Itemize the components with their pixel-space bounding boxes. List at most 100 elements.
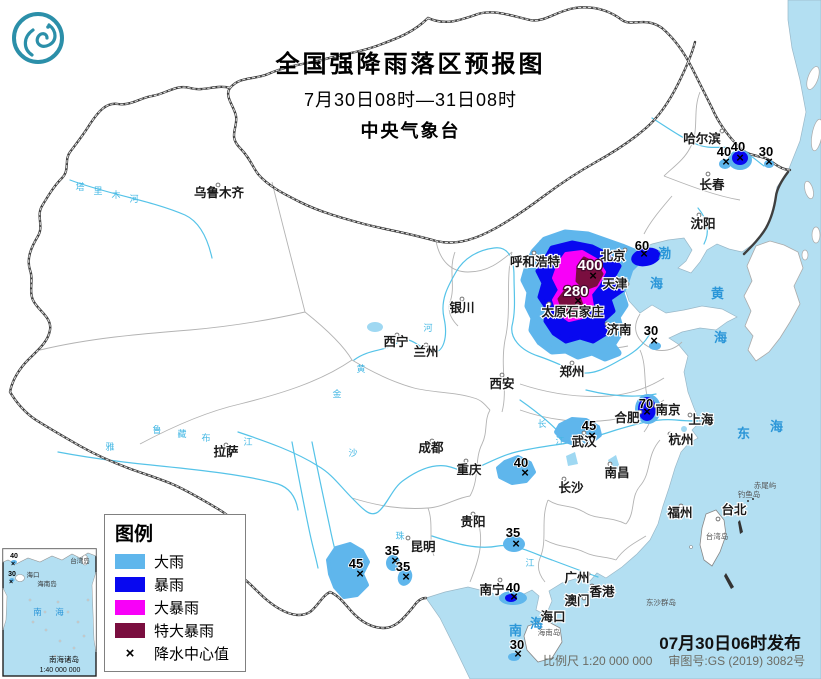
city-marker: [604, 321, 610, 327]
rain-storm-nanning: [505, 594, 517, 602]
rain-heavy-harbin-3: [764, 160, 774, 168]
river-label: 河: [129, 193, 138, 204]
city-label: 乌鲁木齐: [194, 185, 245, 200]
city-marker: [499, 372, 505, 378]
city-marker: [223, 442, 229, 448]
city-label: 昆明: [410, 539, 435, 554]
city-label: 南京: [655, 402, 681, 417]
rain-storm-harbin: [732, 151, 748, 165]
isle-label: 钓鱼岛: [738, 489, 761, 499]
city-marker: [719, 128, 725, 134]
river-label: 河: [423, 322, 432, 333]
city-label: 武汉: [571, 434, 597, 449]
city-marker: [687, 412, 693, 418]
rain-storm-nanjing: [638, 397, 656, 421]
rain-heavy-chongqing: [496, 455, 536, 485]
inset-in-city-label: 海南岛: [37, 579, 57, 588]
city-marker: [705, 171, 711, 177]
salween-river: [291, 441, 319, 569]
inset-west-coast: [2, 587, 8, 631]
rain-center-mark: ×: [736, 150, 744, 165]
rain-center-value: 60: [635, 238, 649, 253]
korea-peninsula: [743, 240, 804, 362]
rain-heavy-hainan: [508, 653, 520, 661]
river-label: 塔: [75, 181, 84, 192]
legend-item-center-value: × 降水中心值: [115, 644, 245, 663]
rain-center-mark: ×: [521, 465, 529, 480]
rain-center-symbol: ×: [125, 644, 135, 662]
city-marker: [678, 503, 684, 509]
city-marker: [653, 403, 659, 409]
cma-logo: [10, 10, 66, 71]
city-label: 拉萨: [213, 444, 239, 459]
penghu-island: [689, 545, 693, 549]
city-marker: [622, 247, 628, 253]
inset-rain-nanning: [11, 560, 17, 564]
rain-center-value: 30: [759, 144, 773, 159]
cma-logo-glyph: [12, 12, 64, 64]
city-label: 长沙: [558, 480, 584, 495]
city-marker: [569, 360, 575, 366]
river-label: 江: [525, 558, 534, 568]
legend-item-label: 大暴雨: [154, 599, 200, 617]
rain-center-mark: ×: [722, 154, 730, 169]
river-label: 沙: [348, 448, 357, 458]
rain-heavy-kunming-n: [386, 555, 400, 571]
city-marker: [715, 516, 721, 522]
rain-center-value: 400: [577, 257, 602, 274]
liao-river: [697, 207, 708, 245]
legend-swatch-severe_rainstorm: [115, 599, 145, 615]
rain-center-mark: ×: [588, 428, 596, 443]
map-info-line: 比例尺 1:20 000 000 审图号:GS (2019) 3082号: [543, 652, 815, 669]
inset-taiwan: [81, 554, 89, 566]
inset-in-num-label: 40: [10, 553, 18, 560]
rain-center-mark: ×: [402, 569, 410, 584]
inset-in-x-label: ×: [9, 579, 13, 586]
city-label: 海口: [540, 609, 565, 624]
legend-item: 大雨: [115, 553, 245, 571]
poyang-lake: [608, 455, 620, 472]
rain-heavy-yunnan-west: [326, 542, 370, 599]
rain-heavy-wuhan: [554, 417, 602, 447]
city-label: 西宁: [383, 334, 408, 349]
city-label: 沈阳: [690, 216, 715, 231]
hainan-island: [523, 619, 563, 663]
inset-east-coast: [91, 571, 97, 653]
inset-in-title-label: 南海诸岛: [49, 654, 79, 664]
city-label: 重庆: [456, 462, 482, 477]
rain-center-mark: ×: [510, 589, 518, 604]
city-marker: [423, 342, 429, 348]
page-title: 全国强降雨落区预报图: [275, 51, 546, 78]
inset-in-city-label: 海口: [27, 570, 40, 579]
inset-in-scale-label: 1:40 000 000: [40, 667, 81, 674]
forecast-period: 7月30日08时—31日08时: [303, 90, 518, 110]
river-label: 里: [93, 186, 102, 196]
rain-center-value: 35: [506, 525, 520, 540]
map-text-labels: 渤海黄海东 海南 海黄河长江金沙雅鲁藏布江珠江塔里木河台湾岛海南岛钓鱼岛赤尾屿东沙群…: [75, 181, 783, 638]
rain-center-mark: ×: [514, 646, 522, 661]
rain-center-value: 40: [717, 144, 731, 159]
city-label: 长春: [699, 177, 725, 192]
yellow-river: [353, 247, 653, 374]
river-label: 鲁: [152, 424, 161, 435]
city-marker: [624, 281, 630, 287]
rain-heavy-jinan-east: [649, 342, 661, 350]
legend-item-label: 大雨: [154, 553, 185, 571]
sea-label: 渤: [658, 246, 672, 261]
city-label: 济南: [606, 322, 632, 337]
rain-center-value: 40: [506, 580, 520, 595]
legend-item-label: 降水中心值: [154, 645, 230, 663]
city-label: 银川: [449, 300, 474, 315]
inset-in-sea-label: 南: [33, 607, 43, 617]
rain-center-value: 45: [349, 556, 363, 571]
inset-mainland-coast: [2, 548, 97, 565]
river-label: 长: [537, 418, 546, 429]
yangtze-river: [237, 419, 699, 515]
city-label: 福州: [666, 505, 692, 520]
city-label: 香港: [588, 584, 615, 599]
inset-in-sea-label: 海: [55, 607, 65, 617]
title-block: 全国强降雨落区预报图 7月30日08时—31日08时 中央气象台: [0, 44, 821, 143]
city-marker: [531, 250, 537, 256]
city-label: 呼和浩特: [510, 254, 561, 269]
map-approval-number: 审图号:GS (2019) 3082号: [668, 654, 806, 668]
